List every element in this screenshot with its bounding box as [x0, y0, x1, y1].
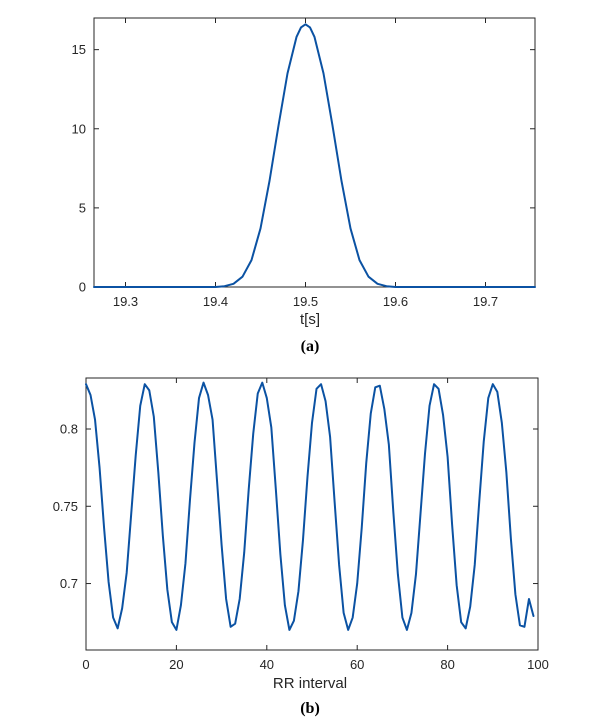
panel-a-x-tick-label: 19.5 — [293, 294, 318, 309]
panel-b-x-axis-label: RR interval — [273, 675, 347, 692]
panel-b-chart: 0 20 40 60 80 100 0.7 0.75 0.8 RR interval (b) — [53, 377, 549, 717]
panel-b-y-tick-label: 0.8 — [60, 422, 78, 437]
panel-a-plot-frame — [93, 17, 536, 288]
panel-b-caption-label: (b) — [300, 700, 320, 717]
panel-a-x-tick-label: 19.4 — [203, 294, 228, 309]
panel-a-y-tick-label: 10 — [72, 121, 86, 136]
panel-a-y-tick-label: 0 — [79, 280, 86, 295]
panel-b-x-tick-label: 40 — [260, 657, 274, 672]
panel-b-x-tick-label: 20 — [169, 657, 183, 672]
panel-a-x-axis-label: t[s] — [300, 311, 320, 328]
panel-a-x-tick-label: 19.7 — [473, 294, 498, 309]
panel-a-x-tick-label: 19.6 — [383, 294, 408, 309]
panel-a-series-line — [93, 23, 536, 288]
panel-b-ticks: 0 20 40 60 80 100 0.7 0.75 0.8 — [53, 378, 549, 672]
panel-b-plot-frame — [85, 377, 539, 651]
panel-b-x-tick-label: 80 — [440, 657, 454, 672]
panel-b-x-tick-label: 100 — [527, 657, 549, 672]
panel-a-ticks: 19.3 19.4 19.5 19.6 19.7 0 5 10 15 — [72, 18, 535, 309]
panel-a-x-tick-label: 19.3 — [113, 294, 138, 309]
panel-b-y-tick-label: 0.7 — [60, 576, 78, 591]
panel-a-y-tick-label: 15 — [72, 42, 86, 57]
panel-b-series-line — [85, 381, 535, 631]
panel-a-caption-label: (a) — [301, 338, 320, 355]
panel-b-y-tick-label: 0.75 — [53, 499, 78, 514]
panel-b-x-tick-label: 0 — [82, 657, 89, 672]
panel-b-x-tick-label: 60 — [350, 657, 364, 672]
panel-a-chart: 19.3 19.4 19.5 19.6 19.7 0 5 10 15 t[s] (a) — [72, 17, 536, 355]
panel-a-y-tick-label: 5 — [79, 200, 86, 215]
